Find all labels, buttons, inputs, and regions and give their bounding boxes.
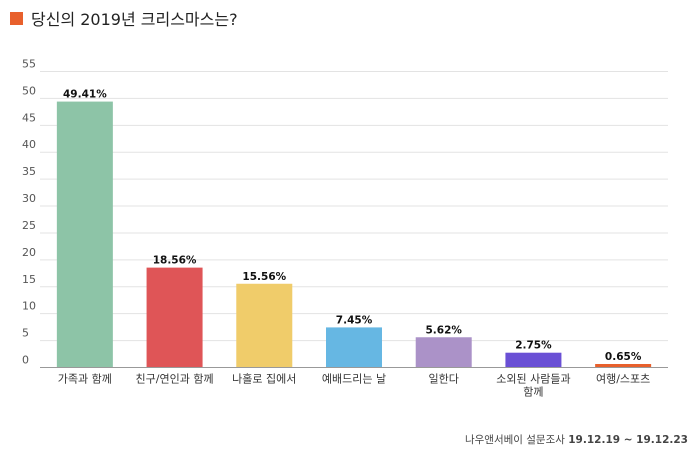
category-label: 일한다 <box>429 372 459 386</box>
bar <box>56 101 113 368</box>
category-label: 여행/스포츠 <box>596 373 650 386</box>
category-label: 소외된 사람들과 함께 <box>496 373 570 399</box>
bar <box>595 364 652 368</box>
value-label: 49.41% <box>63 89 107 101</box>
y-tick-label: 45 <box>22 111 36 124</box>
source-note: 나우앤서베이 설문조사 19.12.19 ~ 19.12.23 <box>465 432 688 447</box>
category-label: 가족과 함께 <box>58 373 112 386</box>
y-tick-label: 5 <box>22 327 29 340</box>
grid-lines <box>40 71 668 342</box>
value-label: 2.75% <box>515 340 552 352</box>
y-tick-label: 10 <box>22 300 36 313</box>
value-label: 18.56% <box>153 255 197 267</box>
title-marker-square <box>10 11 23 25</box>
value-label: 5.62% <box>425 324 462 336</box>
y-tick-label: 20 <box>22 246 36 259</box>
bar <box>505 352 562 368</box>
category-labels: 가족과 함께 친구/연인과 함께 나홀로 집에서 예배드리는 날 일한다 소외된 사람들과… <box>58 372 650 399</box>
y-tick-label: 25 <box>22 219 36 232</box>
y-tick-label: 30 <box>22 192 36 205</box>
value-label: 15.56% <box>242 271 286 283</box>
category-label: 친구/연인과 함께 <box>136 373 214 386</box>
survey-dates: 19.12.19 ~ 19.12.23 <box>568 434 688 446</box>
bar <box>146 267 203 368</box>
y-tick-label: 50 <box>22 84 36 97</box>
bars <box>56 101 652 368</box>
y-tick-label: 55 <box>22 58 36 71</box>
chart-title: 당신의 2019년 크리스마스는? <box>31 10 238 29</box>
value-labels: 49.41% 18.56% 15.56% 7.45% 5.62% 2.75% 0.65% <box>63 89 642 363</box>
bar <box>236 283 293 368</box>
value-label: 0.65% <box>605 351 642 363</box>
y-tick-label: 0 <box>22 354 29 367</box>
chart-header: 당신의 2019년 크리스마스는? <box>10 6 238 30</box>
value-label: 7.45% <box>336 314 373 326</box>
y-axis-ticks: 0 5 10 15 20 25 30 35 40 45 50 55 <box>22 58 36 367</box>
bar <box>326 327 382 368</box>
y-tick-label: 15 <box>22 273 36 286</box>
bar <box>415 337 472 368</box>
category-label: 나홀로 집에서 <box>232 373 296 386</box>
y-tick-label: 40 <box>22 138 36 151</box>
source-text: 나우앤서베이 설문조사 <box>464 434 565 446</box>
y-tick-label: 35 <box>22 165 36 178</box>
category-label: 예배드리는 날 <box>322 373 386 386</box>
